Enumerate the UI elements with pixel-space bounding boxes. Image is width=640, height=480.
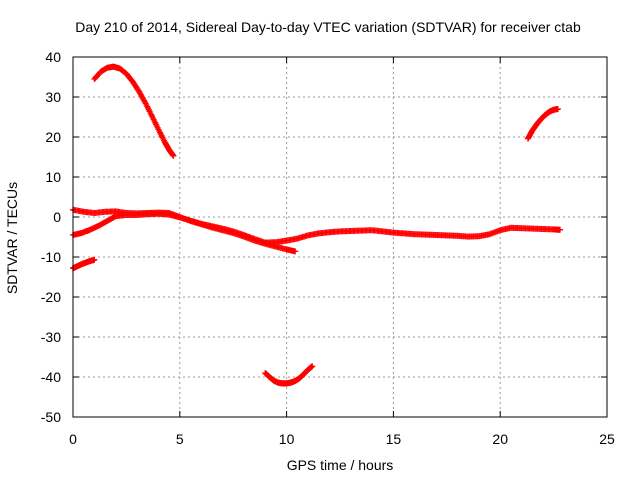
series-arc-main-lower (70, 210, 564, 246)
x-tick-label: 20 (492, 431, 508, 447)
y-tick-label: -20 (41, 289, 61, 305)
y-tick-label: -10 (41, 249, 61, 265)
x-tick-label: 5 (176, 431, 184, 447)
data-point (557, 226, 564, 233)
data-point (309, 363, 316, 370)
data-point (170, 152, 177, 159)
data-point (554, 106, 561, 112)
x-tick-label: 15 (386, 431, 402, 447)
series-arc-low-early (70, 256, 98, 272)
x-tick-label: 25 (599, 431, 615, 447)
y-tick-label: 0 (53, 209, 61, 225)
x-tick-label: 0 (69, 431, 77, 447)
chart-title: Day 210 of 2014, Sidereal Day-to-day VTE… (75, 19, 581, 35)
y-tick-label: -50 (41, 409, 61, 425)
grid (73, 57, 607, 417)
data-point (91, 256, 98, 263)
y-tick-label: 10 (45, 169, 61, 185)
y-tick-label: 20 (45, 129, 61, 145)
x-tick-label: 10 (279, 431, 295, 447)
series-arc-minus-forty (262, 363, 316, 387)
y-tick-label: -30 (41, 329, 61, 345)
y-tick-label: 30 (45, 89, 61, 105)
series-arc-main-upper (70, 206, 299, 255)
y-axis-label: SDTVAR / TECUs (4, 182, 20, 294)
data-point (292, 248, 299, 255)
y-tick-label: -40 (41, 369, 61, 385)
x-axis-label: GPS time / hours (287, 457, 394, 473)
y-tick-label: 40 (45, 49, 61, 65)
series-arc-high-late (524, 106, 561, 142)
series-arc-high-early (91, 63, 177, 159)
axis-ticks: 0 5 10 15 20 25 40 30 20 10 0 -10 -20 -30 -40 -50 (41, 49, 615, 447)
data-series (70, 63, 564, 387)
plot-frame (72, 56, 608, 418)
